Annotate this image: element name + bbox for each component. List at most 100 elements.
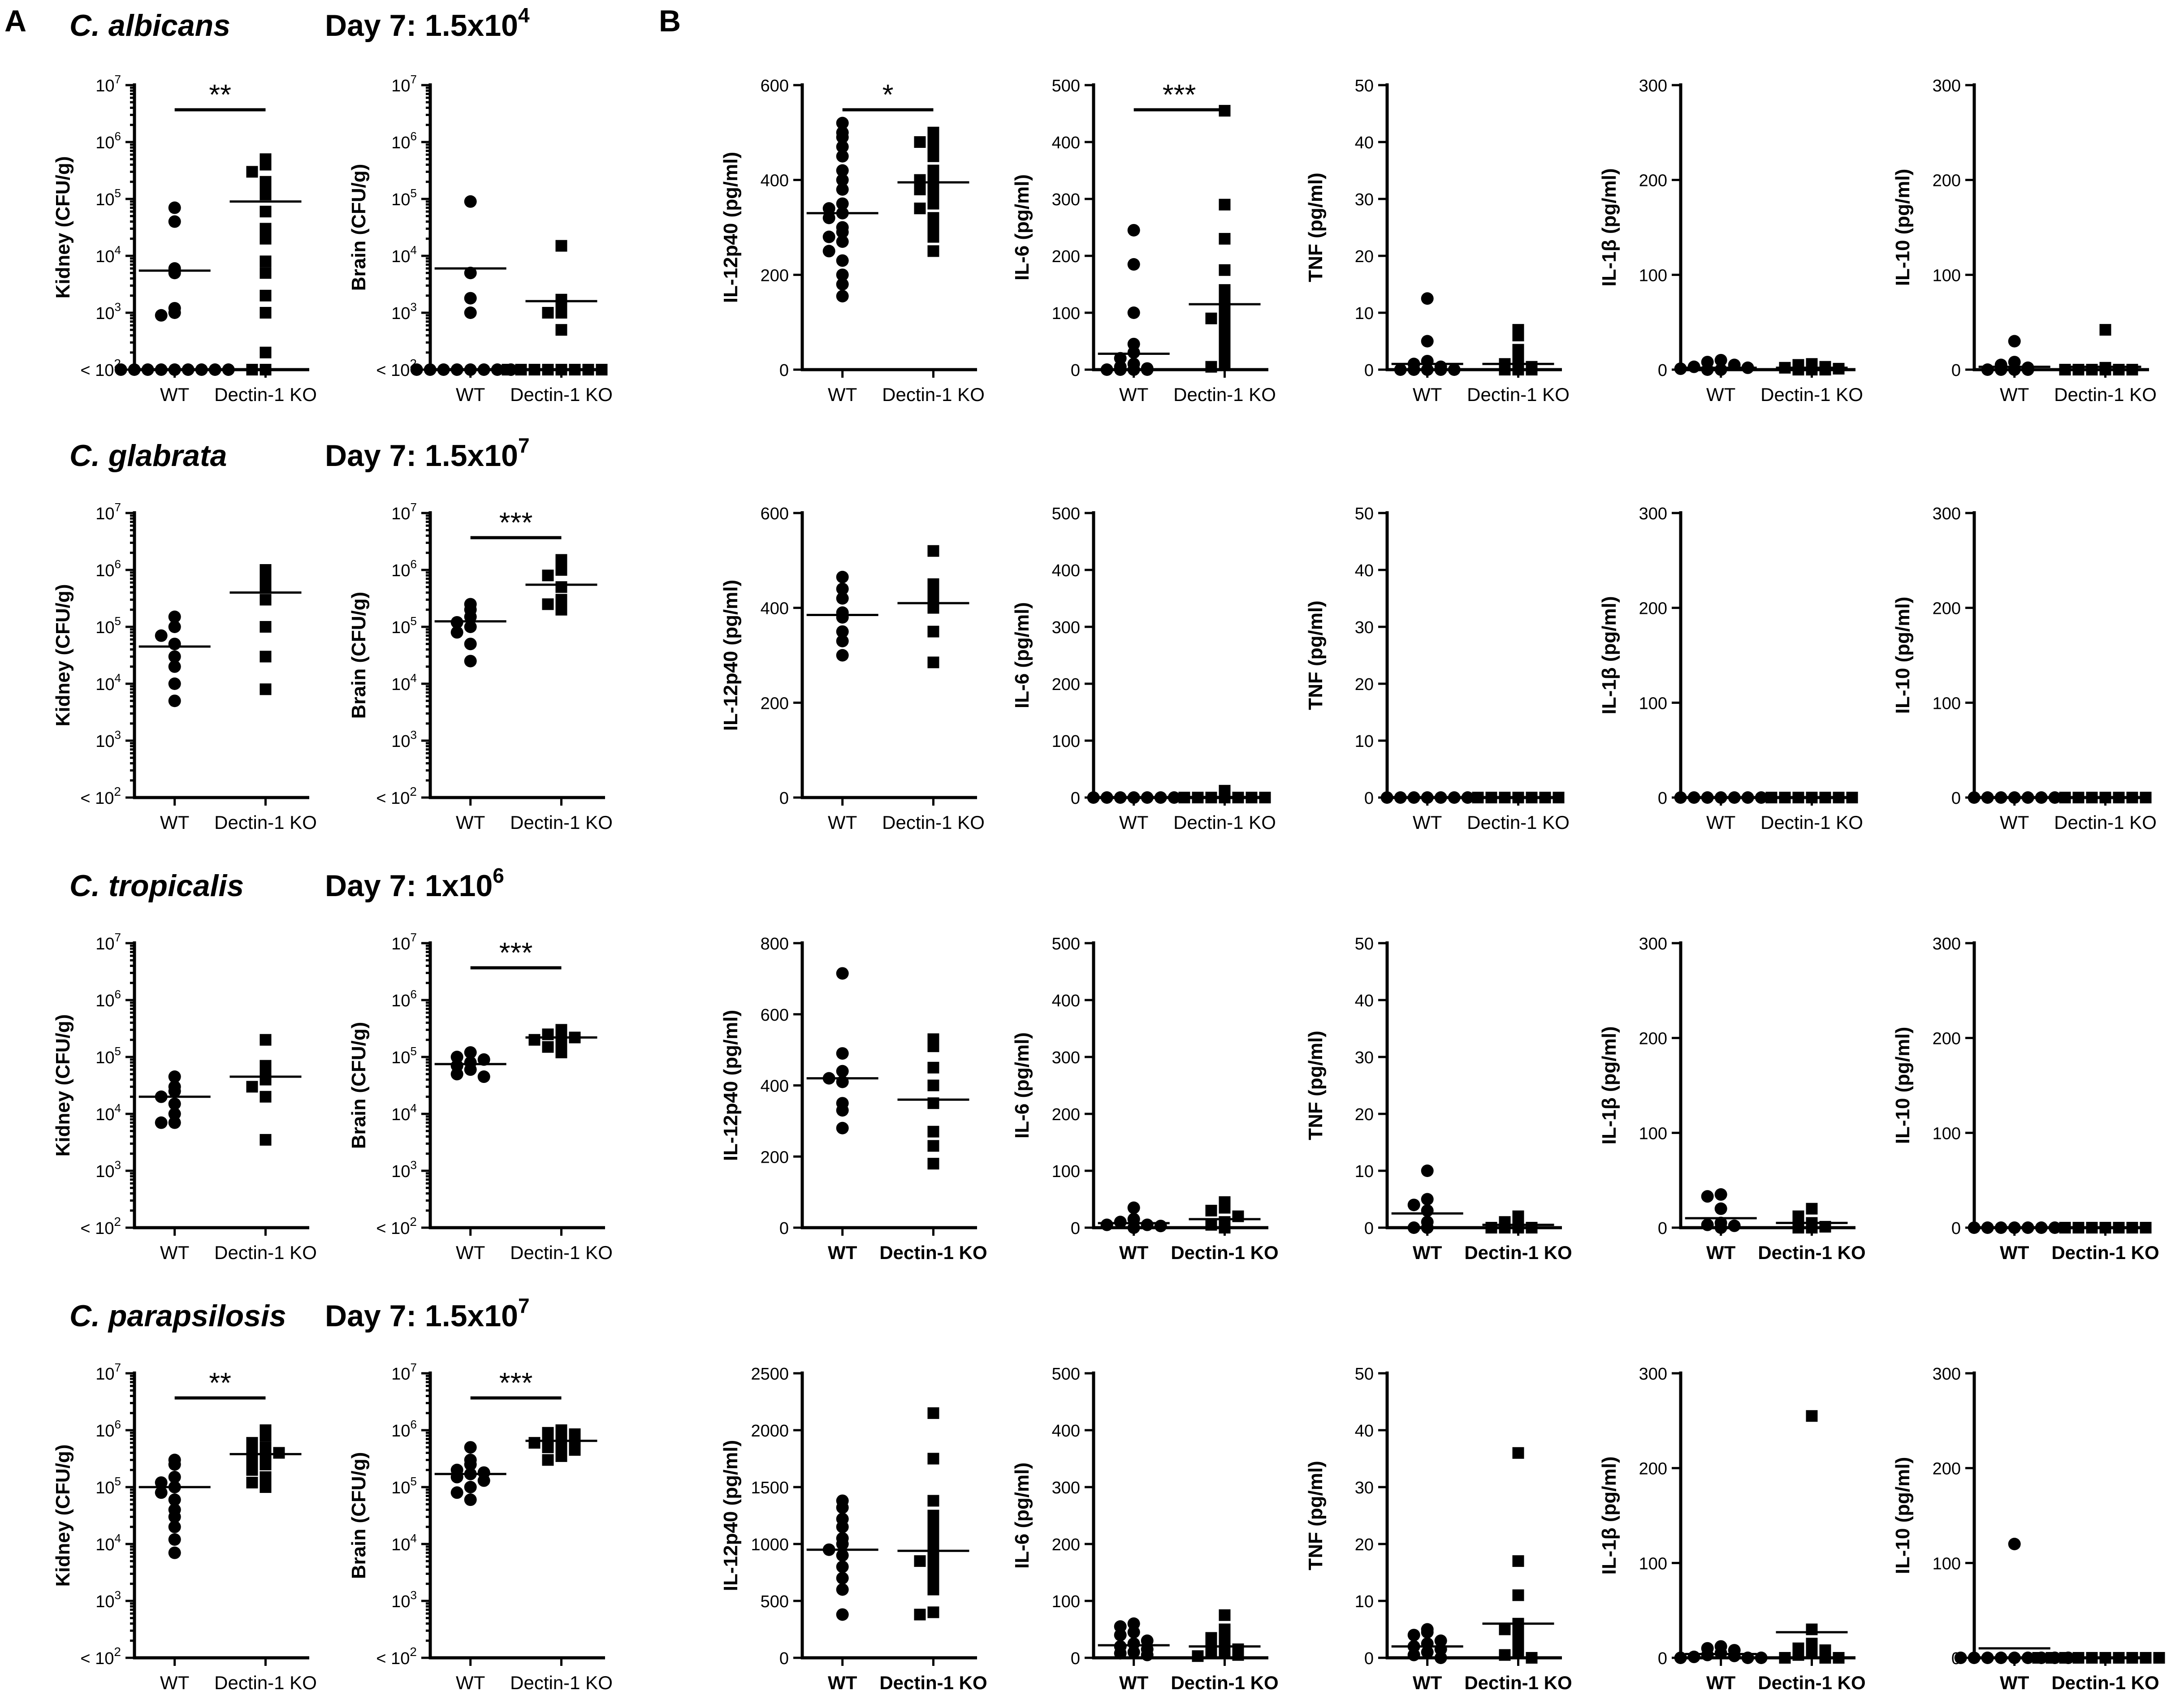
chart-r2c1: < 102 103 104 105 106 107 Brain (CFU/g) WT Decti… (348, 931, 613, 1263)
data-point-wt (168, 201, 181, 214)
y-tick-label: 0 (1071, 1649, 1080, 1668)
data-point-wt (1407, 1648, 1420, 1661)
x-tick-label: WT (456, 812, 485, 833)
y-tick-label: 200 (1052, 1535, 1080, 1554)
data-point-ko (1512, 1222, 1524, 1234)
data-point-ko (2140, 792, 2152, 803)
x-tick-label: WT (828, 1242, 857, 1263)
y-tick-label: 20 (1355, 675, 1374, 694)
data-point-wt (1687, 1650, 1700, 1663)
data-point-wt (1127, 306, 1140, 319)
data-point-ko (1499, 364, 1511, 375)
data-point-ko (555, 324, 567, 336)
row-header-3: C. parapsilosis Day 7: 1.5x107 (69, 1294, 530, 1333)
y-tick-label: 30 (1355, 618, 1374, 637)
data-point-wt (836, 268, 849, 281)
data-point-wt (168, 1097, 181, 1110)
y-tick-label: 800 (761, 935, 789, 953)
data-point-ko (927, 1561, 939, 1573)
data-point-ko (582, 364, 594, 375)
data-point-ko (259, 188, 272, 200)
data-point-wt (1421, 1646, 1434, 1659)
chart-r1c1: < 102 103 104 105 106 107 Brain (CFU/g) WT Decti… (348, 500, 613, 833)
y-tick-label: 400 (1052, 1422, 1080, 1441)
data-point-wt (168, 1520, 181, 1533)
data-point-ko (927, 1126, 939, 1138)
data-point-ko (542, 364, 554, 375)
y-tick-label: 0 (1658, 361, 1667, 380)
data-point-wt (168, 1546, 181, 1559)
data-point-wt (1127, 224, 1140, 237)
y-tick-label: 300 (1052, 1048, 1080, 1067)
data-point-wt (836, 625, 849, 638)
y-tick-label: 106 (95, 1418, 121, 1441)
data-point-wt (477, 1070, 490, 1083)
y-tick-label: 105 (391, 614, 417, 637)
y-tick-label: < 102 (376, 1215, 417, 1238)
data-point-ko (1526, 1652, 1538, 1664)
data-point-wt (836, 1520, 849, 1533)
y-tick-label: 200 (1052, 1105, 1080, 1124)
data-point-wt (1421, 335, 1434, 348)
y-tick-label: 1000 (751, 1535, 789, 1554)
data-point-ko (259, 1074, 272, 1086)
y-tick-label: 106 (95, 129, 121, 152)
data-point-wt (464, 1493, 477, 1506)
x-tick-label: WT (1706, 1242, 1736, 1263)
y-tick-label: < 102 (80, 785, 121, 808)
y-tick-label: 105 (95, 614, 121, 637)
data-point-ko (528, 1437, 541, 1449)
data-point-wt (168, 660, 181, 673)
x-tick-label: Dectin-1 KO (510, 812, 613, 833)
y-tick-label: 100 (1052, 732, 1080, 751)
data-point-wt (836, 254, 849, 267)
y-tick-label: 20 (1355, 1535, 1374, 1554)
data-point-ko (246, 1464, 258, 1476)
y-tick-label: 0 (1951, 1219, 1961, 1238)
data-point-wt (114, 363, 127, 376)
data-point-wt (464, 1481, 477, 1493)
data-point-ko (1806, 1410, 1818, 1422)
row-header-2: C. tropicalis Day 7: 1x106 (69, 864, 504, 903)
data-point-wt (1127, 346, 1140, 359)
data-point-ko (528, 1034, 541, 1046)
data-point-wt (1755, 1652, 1768, 1664)
y-axis-label: IL-1β (pg/ml) (1598, 168, 1620, 287)
x-tick-label: WT (456, 1242, 485, 1263)
chart-r0c6: 0 100 200 300 IL-10 (pg/ml) WT Dectin-1 KO (1892, 77, 2157, 405)
x-tick-label: WT (828, 1672, 857, 1693)
x-tick-label: Dectin-1 KO (510, 384, 613, 405)
data-point-wt (1421, 1193, 1434, 1206)
y-tick-label: 106 (391, 988, 417, 1010)
data-point-ko (259, 651, 272, 663)
data-point-wt (1714, 1188, 1727, 1201)
species-label: C. parapsilosis (69, 1299, 286, 1333)
y-tick-label: 104 (95, 1531, 121, 1554)
data-point-wt (1141, 363, 1154, 376)
data-point-wt (437, 363, 450, 376)
data-point-ko (2099, 324, 2111, 336)
data-point-ko (1205, 312, 1217, 324)
y-tick-label: < 102 (376, 1645, 417, 1668)
x-tick-label: WT (456, 384, 485, 405)
data-point-ko (927, 1510, 939, 1522)
data-point-wt (822, 245, 835, 258)
significance-label: *** (499, 506, 533, 539)
data-point-wt (1714, 354, 1727, 367)
data-point-ko (927, 245, 939, 257)
data-point-ko (2032, 1652, 2044, 1664)
x-tick-label: Dectin-1 KO (214, 384, 317, 405)
data-point-ko (2059, 1652, 2071, 1664)
data-point-wt (836, 1572, 849, 1585)
y-tick-label: 0 (779, 789, 789, 808)
y-tick-label: 30 (1355, 190, 1374, 209)
x-tick-label: WT (160, 812, 189, 833)
data-point-ko (1499, 1649, 1511, 1661)
data-point-ko (1178, 792, 1190, 803)
y-tick-label: 10 (1355, 732, 1374, 751)
data-point-ko (259, 307, 272, 319)
data-point-wt (1127, 1221, 1140, 1234)
y-tick-label: 50 (1355, 1365, 1374, 1384)
x-tick-label: WT (160, 1242, 189, 1263)
data-point-ko (2086, 364, 2098, 375)
